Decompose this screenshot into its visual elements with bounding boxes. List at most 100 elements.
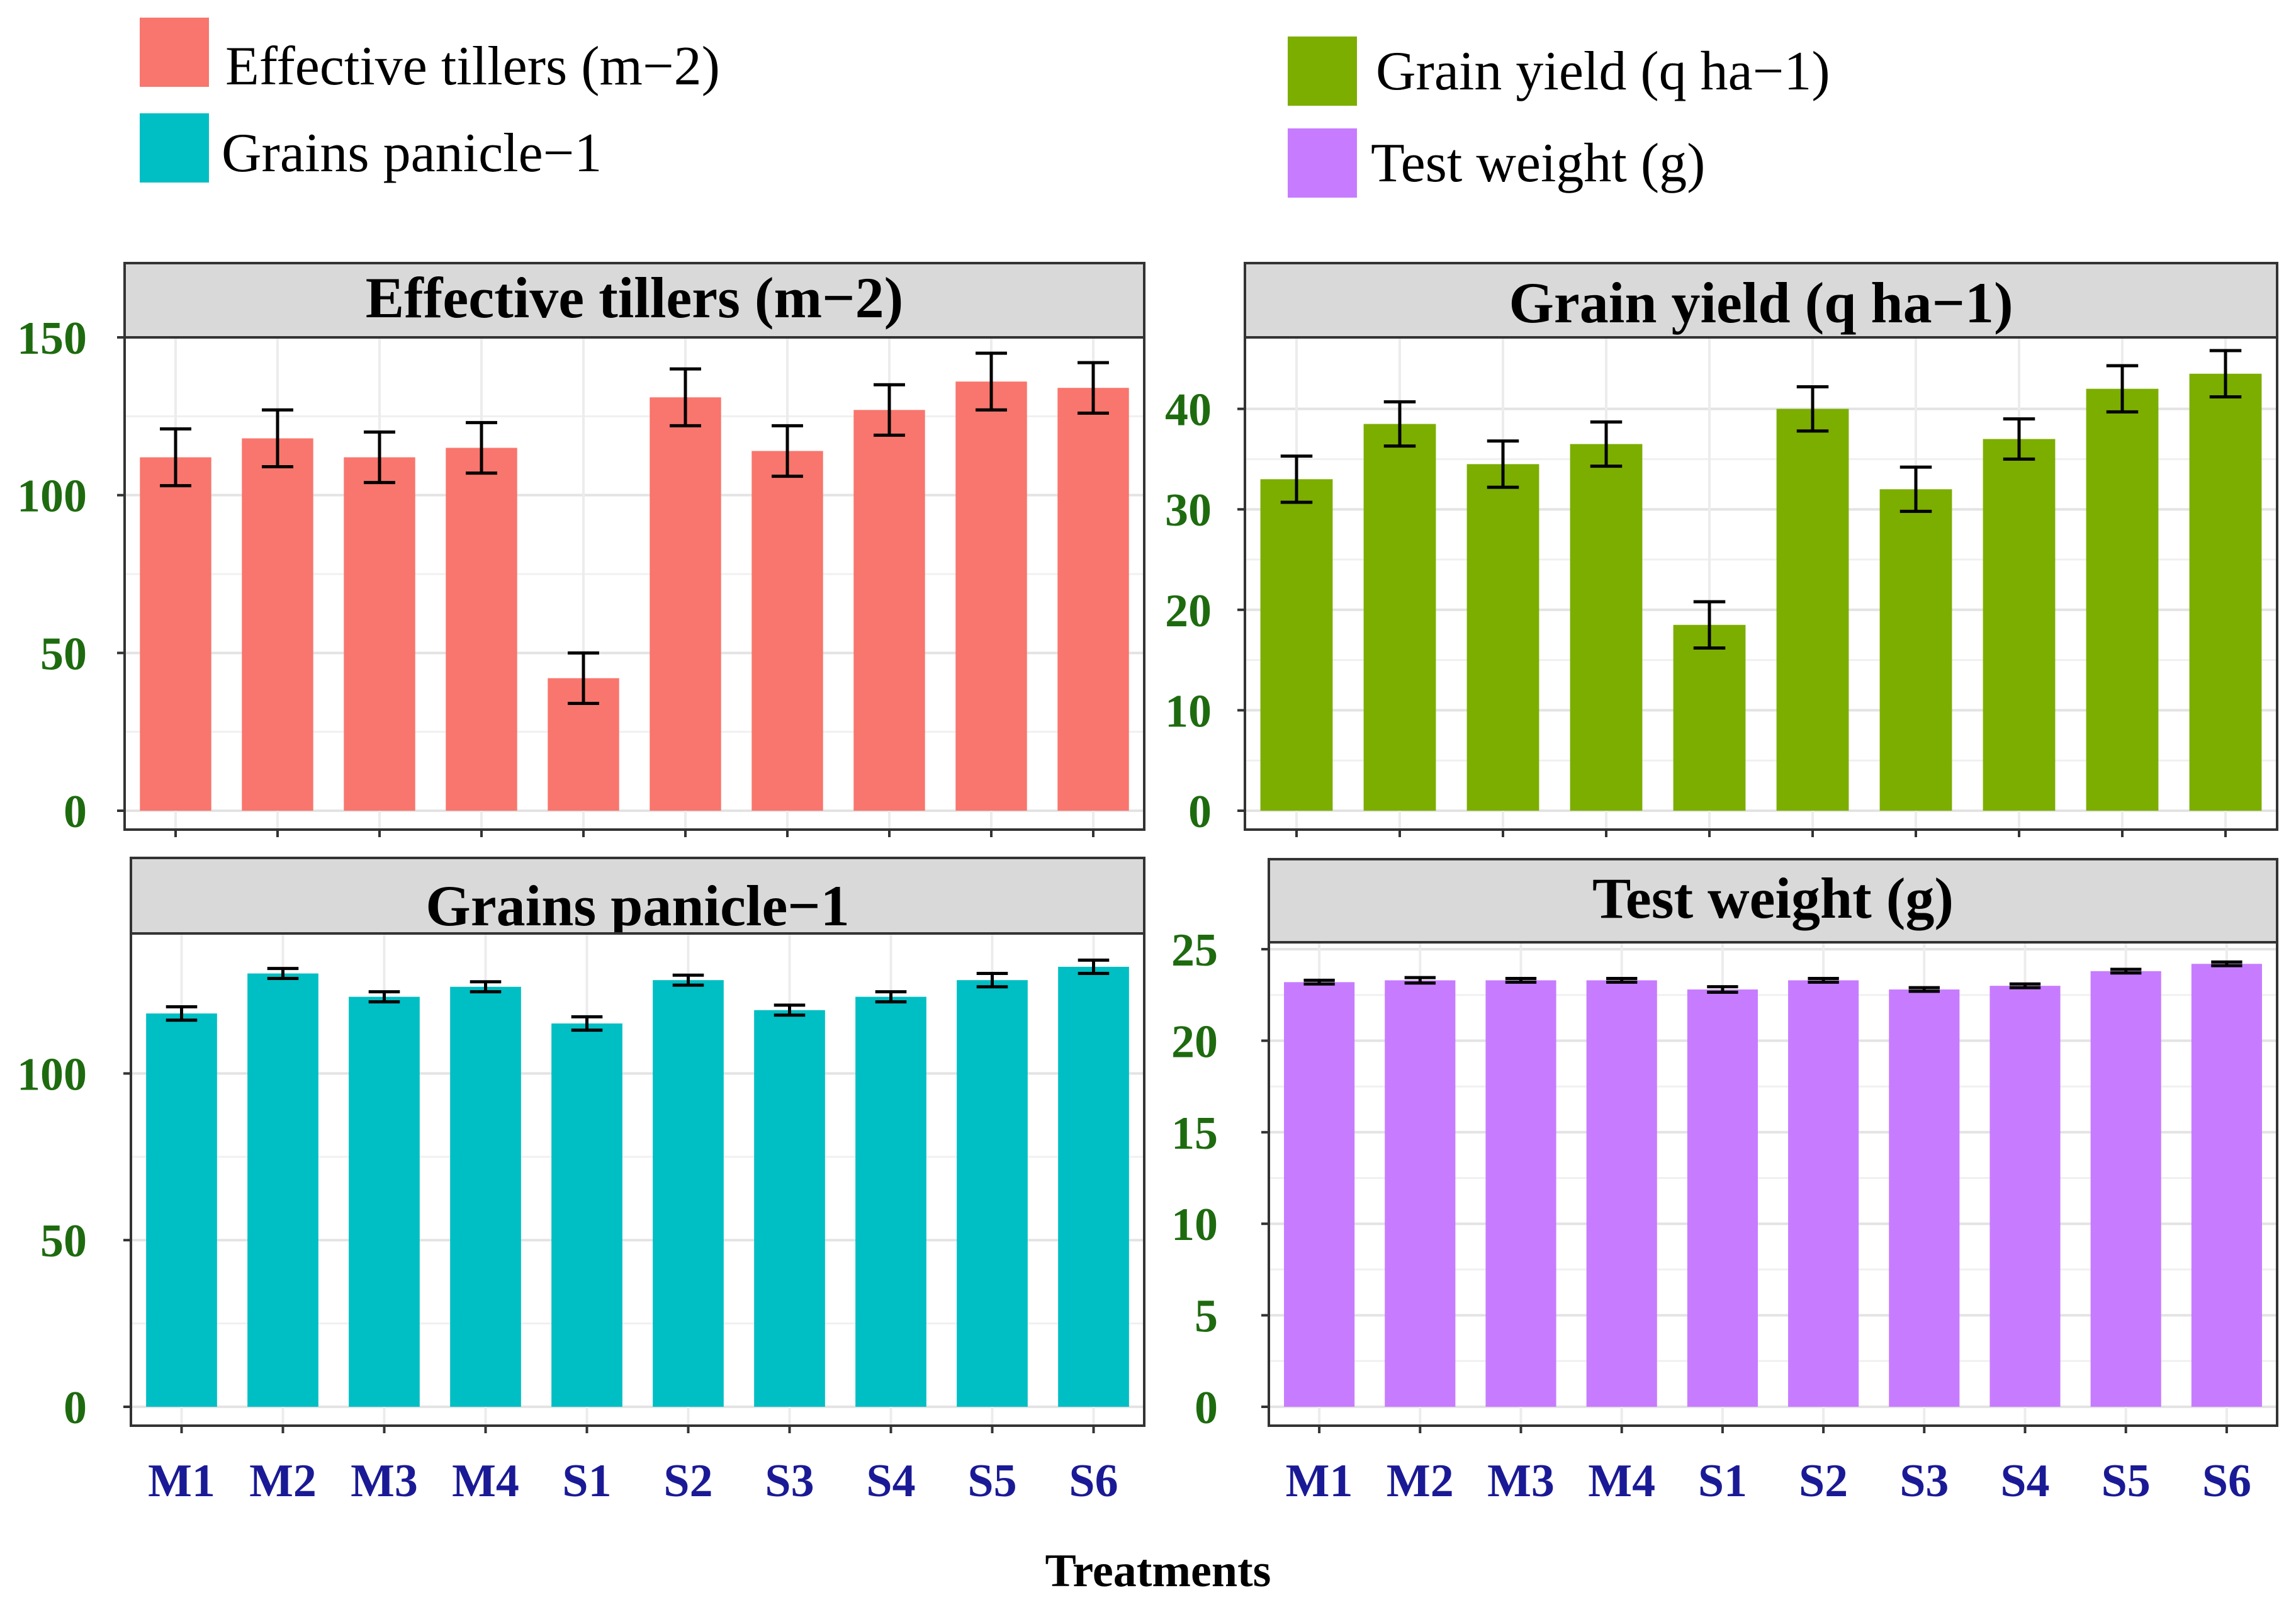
bar-S4 (1983, 439, 2056, 811)
panel-test-weight: Test weight (g) 0 5 10 15 20 25 M1 M2 M3 M4 S1 S2 S3… (1171, 858, 2278, 1507)
bar-S1 (1687, 989, 1758, 1407)
legend-swatch-grains-panicle (140, 113, 209, 183)
legend-swatch-test-weight (1288, 128, 1357, 198)
x-tick-label: S3 (765, 1455, 814, 1507)
error-bar-M3 (368, 990, 400, 1004)
y-tick-label: 100 (17, 1049, 87, 1100)
panel-effective-tillers: Effective tillers (m−2) 0 50 100 150 (17, 262, 1145, 838)
y-tick-label: 10 (1171, 1199, 1218, 1251)
error-bar-S1 (571, 1015, 603, 1032)
y-tick-label: 50 (40, 628, 87, 680)
bar-S6 (1057, 388, 1129, 811)
error-bar-M1 (166, 1005, 198, 1022)
y-tick-label: 15 (1171, 1108, 1218, 1159)
plot-area-grains-panicle: 0 50 100 M1 M2 M3 M4 S1 S2 S3 S4 S5 S6 (17, 932, 1145, 1507)
y-tick-label: 0 (64, 1382, 87, 1434)
x-tick-label: M1 (1286, 1455, 1353, 1507)
x-tick-label: S6 (2202, 1455, 2251, 1507)
bar-M3 (349, 996, 420, 1407)
bar-S1 (1673, 624, 1746, 811)
bar-M1 (146, 1013, 217, 1407)
bar-S5 (2086, 388, 2159, 811)
y-tick-label: 5 (1195, 1291, 1218, 1343)
bar-S4 (855, 996, 926, 1407)
error-bar-S2 (1808, 977, 1839, 984)
strip-effective-tillers (123, 262, 1145, 339)
error-bar-S5 (2110, 967, 2142, 975)
bar-M1 (1260, 479, 1333, 811)
bar-S1 (551, 1023, 622, 1407)
error-bar-S3 (1899, 465, 1932, 513)
panel-border (1244, 336, 2278, 831)
error-bar-S2 (672, 973, 704, 987)
x-tick-label: S6 (1069, 1455, 1118, 1507)
y-tick-label: 20 (1171, 1016, 1218, 1068)
bar-M1 (1284, 982, 1355, 1407)
error-bar-S5 (976, 351, 1007, 412)
bar-S2 (1776, 409, 1849, 811)
bar-M4 (1570, 444, 1643, 811)
x-tick-label: S1 (562, 1455, 611, 1507)
legend-swatch-grain-yield (1288, 37, 1357, 106)
plot-area-effective-tillers: 0 50 100 150 (17, 313, 1145, 838)
legend: Effective tillers (m−2) Grains panicle−1… (140, 18, 1830, 198)
bar-S2 (653, 980, 724, 1407)
legend-label-test-weight: Test weight (g) (1371, 133, 1705, 194)
x-tick-label: M2 (249, 1455, 317, 1507)
x-tick-label: S5 (967, 1455, 1016, 1507)
y-tick-label: 25 (1171, 925, 1218, 976)
bar-S5 (2090, 971, 2161, 1407)
error-bar-M4 (1606, 977, 1638, 984)
panel-border (123, 336, 1145, 831)
x-axis-title: Treatments (1045, 1545, 1271, 1597)
x-tick-label: S2 (663, 1455, 712, 1507)
bar-M4 (450, 986, 521, 1407)
error-bar-S5 (976, 972, 1008, 989)
bar-M2 (1363, 424, 1436, 811)
error-bar-S1 (1693, 600, 1726, 650)
bar-M2 (242, 438, 313, 811)
x-tick-label: M3 (1487, 1455, 1555, 1507)
y-tick-label: 150 (17, 313, 87, 364)
error-bar-M3 (1487, 439, 1519, 489)
y-tick-label: 0 (1188, 786, 1212, 838)
y-tick-label: 50 (40, 1215, 87, 1267)
strip-title-test-weight: Test weight (g) (1592, 866, 1954, 930)
plot-area-grain-yield: 0 10 20 30 40 (1165, 336, 2278, 838)
strip-grains-panicle (130, 857, 1145, 935)
bar-M3 (1466, 464, 1539, 811)
error-bar-M4 (470, 980, 502, 994)
error-bar-S6 (2209, 349, 2242, 398)
error-bar-M2 (1404, 976, 1436, 985)
error-bar-M2 (262, 408, 293, 469)
x-tick-label: S5 (2102, 1455, 2151, 1507)
x-tick-label: M1 (148, 1455, 215, 1507)
bar-S3 (754, 1010, 825, 1407)
error-bar-M2 (1383, 400, 1416, 448)
error-bar-S2 (670, 367, 701, 427)
error-bar-S6 (1078, 361, 1109, 415)
error-bar-S2 (1796, 385, 1829, 433)
y-tick-label: 40 (1165, 385, 1212, 436)
bar-S6 (2191, 964, 2262, 1407)
panel-grain-yield: Grain yield (q ha−1) 0 10 20 30 40 (1165, 262, 2278, 838)
y-tick-label: 10 (1165, 685, 1212, 737)
x-tick-label: M4 (1588, 1455, 1655, 1507)
x-tick-label: S4 (866, 1455, 915, 1507)
error-bar-M1 (1303, 978, 1335, 986)
error-bar-M3 (1505, 977, 1537, 984)
bar-S6 (1058, 966, 1129, 1407)
y-tick-label: 0 (64, 786, 87, 838)
bar-S4 (1989, 986, 2061, 1407)
x-tick-label: M2 (1387, 1455, 1454, 1507)
error-bar-S4 (874, 383, 905, 437)
bar-M4 (1586, 980, 1657, 1407)
bar-S6 (2189, 373, 2262, 811)
legend-label-grain-yield: Grain yield (q ha−1) (1376, 41, 1830, 102)
bar-M1 (140, 457, 211, 811)
y-tick-label: 0 (1195, 1382, 1218, 1434)
panel-border (130, 932, 1145, 1427)
bar-S2 (650, 397, 721, 811)
bar-S3 (751, 451, 823, 811)
